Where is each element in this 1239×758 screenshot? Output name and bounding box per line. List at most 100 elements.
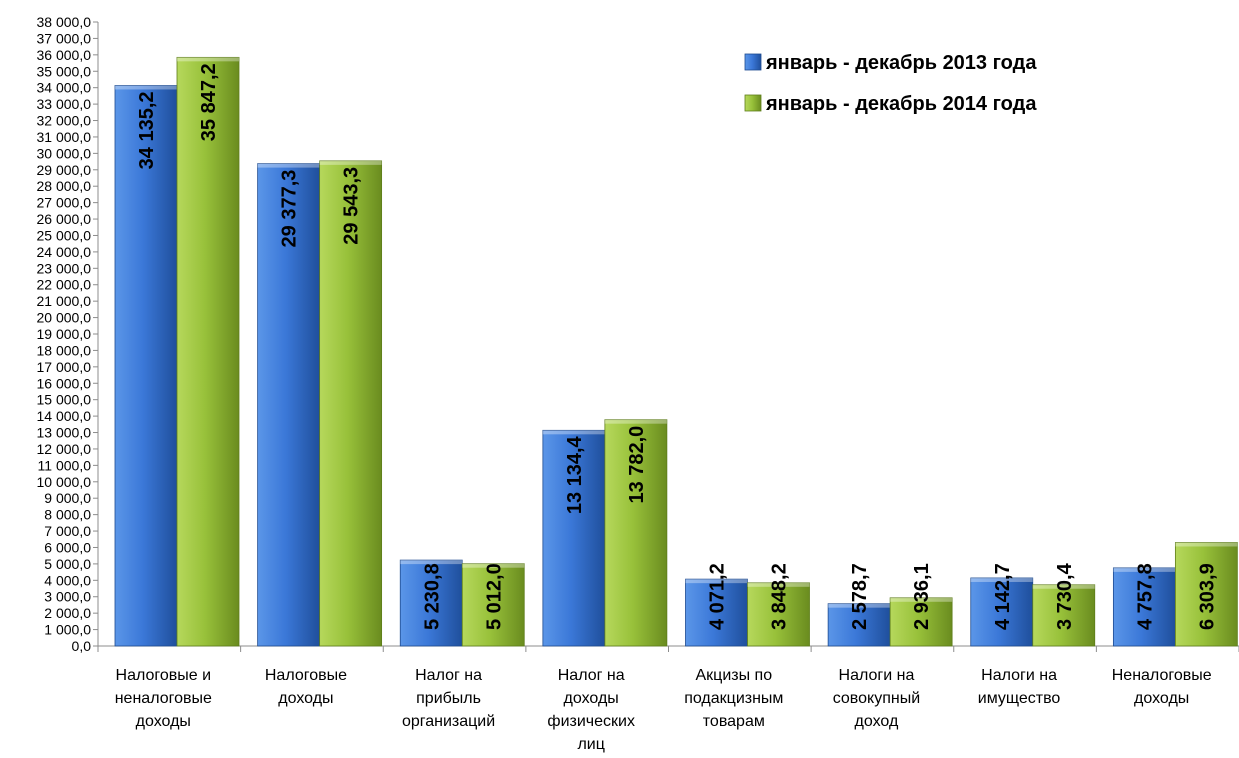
data-label: 29 377,3 [279,170,301,248]
y-tick-label: 13 000,0 [37,425,92,441]
bar-bevel [685,579,748,584]
legend: январь - декабрь 2013 года январь - декаб… [744,52,1037,115]
category-label: Акцизы по подакцизным товарам [684,667,783,730]
data-label: 35 847,2 [198,63,220,141]
y-tick-label: 1 000,0 [44,622,91,638]
y-tick-label: 4 000,0 [44,572,91,588]
bar [542,429,606,647]
category-label: Налоговые доходы [265,667,347,707]
category-label-line: организаций [402,713,495,730]
bar [970,577,1034,647]
legend-label: январь - декабрь 2013 года [765,52,1037,74]
y-tick-label: 35 000,0 [37,63,92,79]
category-label: Налог на доходы физических лиц [547,667,635,753]
bar [1174,542,1238,647]
x-axis [97,645,1239,652]
y-tick-label: 38 000,0 [37,14,92,30]
category-label-line: совокупный [833,690,920,707]
category-label-line: Неналоговые [1112,667,1212,684]
data-label: 2 578,7 [849,563,871,630]
bars [114,56,1238,647]
category-label-line: Налоги на [981,667,1057,684]
category-label-line: физических [547,713,635,730]
bar-bevel [257,163,320,168]
category-label: Налоги на совокупный доход [833,667,920,730]
y-tick-label: 0,0 [72,638,92,654]
category-label-line: Акцизы по [696,667,773,684]
bar-bevel [542,430,605,435]
y-tick-label: 26 000,0 [37,211,92,227]
category-label: Неналоговые доходы [1112,667,1212,707]
y-tick-label: 29 000,0 [37,162,92,178]
y-tick-label: 28 000,0 [37,178,92,194]
y-tick-label: 20 000,0 [37,310,92,326]
data-labels: 34 135,2 35 847,2 29 377,3 29 543,3 5 230,8 5… [136,63,1218,630]
y-tick-label: 36 000,0 [37,47,92,63]
bar [1112,567,1176,647]
category-label: Налог на прибыль организаций [402,667,495,730]
category-label: Налоги на имущество [978,667,1061,707]
category-label-line: лиц [577,736,604,753]
category-label-line: Налоговые и [116,667,212,684]
legend-swatch [744,94,762,112]
y-tick-label: 23 000,0 [37,260,92,276]
y-axis: 0,01 000,02 000,03 000,04 000,05 000,06 … [37,14,99,654]
y-tick-label: 30 000,0 [37,145,92,161]
data-label: 4 757,8 [1134,563,1156,630]
y-tick-label: 16 000,0 [37,375,92,391]
bar [257,163,321,647]
y-tick-label: 7 000,0 [44,523,91,539]
bar-bevel [1113,567,1176,572]
y-tick-label: 5 000,0 [44,556,91,572]
y-tick-label: 10 000,0 [37,474,92,490]
bar [114,85,178,647]
data-label: 5 230,8 [421,563,443,630]
y-tick-label: 8 000,0 [44,507,91,523]
bar-bevel [319,160,382,165]
bar [319,160,383,647]
y-tick-label: 6 000,0 [44,539,91,555]
category-label-line: доходы [278,690,333,707]
y-tick-label: 12 000,0 [37,441,92,457]
category-label-line: подакцизным [684,690,783,707]
y-tick-label: 19 000,0 [37,326,92,342]
data-label: 5 012,0 [483,563,505,630]
data-label: 34 135,2 [136,91,158,169]
bar-bevel [890,597,953,602]
category-label-line: Налог на [558,667,625,684]
y-tick-label: 33 000,0 [37,96,92,112]
y-tick-label: 2 000,0 [44,605,91,621]
y-tick-label: 31 000,0 [37,129,92,145]
y-tick-label: 17 000,0 [37,359,92,375]
y-tick-label: 22 000,0 [37,277,92,293]
category-label-line: доходы [564,690,619,707]
y-tick-label: 32 000,0 [37,113,92,129]
y-tick-label: 9 000,0 [44,490,91,506]
data-label: 13 134,4 [564,435,586,514]
category-label-line: неналоговые [115,690,212,707]
category-label-line: товарам [703,713,765,730]
bar-bevel [747,582,810,587]
bar [827,603,891,647]
bar-bevel [1032,584,1095,589]
bar [1032,584,1096,647]
category-labels: Налоговые и неналоговые доходы Налоговые дох… [115,667,1212,753]
bar [747,582,810,647]
data-label: 4 071,2 [707,563,729,630]
bar [604,419,668,647]
category-label-line: доход [855,713,899,730]
category-label: Налоговые и неналоговые доходы [115,667,212,730]
y-tick-label: 3 000,0 [44,589,91,605]
y-tick-label: 15 000,0 [37,392,92,408]
y-tick-label: 11 000,0 [38,457,92,473]
data-label: 3 730,4 [1054,562,1076,630]
bar-bevel [115,85,177,90]
bar-bevel [970,577,1033,582]
y-tick-label: 37 000,0 [37,30,92,46]
bar [176,56,240,647]
bar-bevel [1175,542,1238,547]
y-tick-label: 14 000,0 [37,408,92,424]
category-label-line: доходы [136,713,191,730]
data-label: 3 848,2 [769,563,791,630]
